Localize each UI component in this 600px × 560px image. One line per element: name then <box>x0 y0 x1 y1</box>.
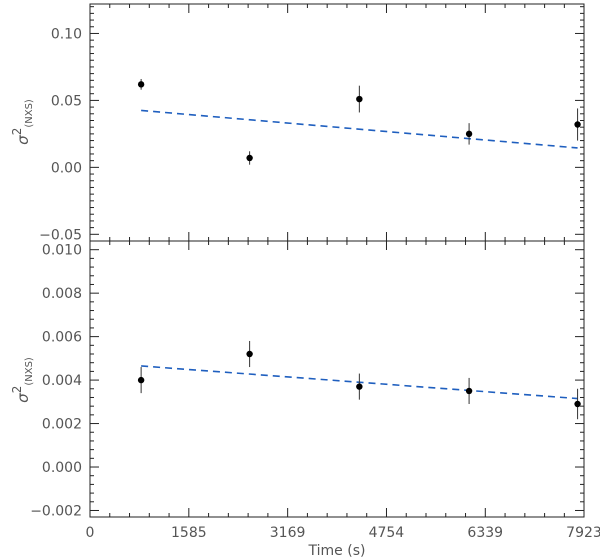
top-data-point <box>574 121 581 128</box>
top-data-point <box>137 81 145 88</box>
bottom-data-point <box>137 376 145 384</box>
bottom-y-tick-label: 0.000 <box>42 460 82 476</box>
bottom-data-points <box>137 340 581 420</box>
bottom-y-tick-label: 0.004 <box>42 373 82 389</box>
x-axis-title: Time (s) <box>308 543 366 559</box>
top-y-axis-title: σ2(NXS) <box>10 99 35 145</box>
top-y-tick-label: −0.05 <box>39 227 82 243</box>
top-data-point <box>246 154 253 162</box>
bottom-y-tick-label: 0.002 <box>42 417 82 433</box>
bottom-x-axis: 0 1585 3169 4754 6339 7923 <box>86 241 600 541</box>
bottom-y-tick-label: −0.002 <box>30 503 82 519</box>
x-tick-label: 4754 <box>369 525 405 541</box>
bottom-y-tick-label: 0.008 <box>42 286 82 302</box>
x-tick-label: 7923 <box>566 525 600 541</box>
top-y-tick-label: 0.10 <box>51 26 82 42</box>
bottom-data-point <box>246 350 253 358</box>
bottom-y-axis-title: σ2(NXS) <box>10 357 35 403</box>
top-data-points <box>137 78 581 165</box>
x-tick-label: 0 <box>86 525 95 541</box>
top-y-tick-label: 0.05 <box>51 93 82 109</box>
top-panel: −0.05 0.00 0.05 0.10 σ2(NXS) <box>10 3 585 243</box>
x-tick-label: 1585 <box>171 525 207 541</box>
bottom-y-axis: −0.002 0.000 0.002 0.004 0.006 0.008 0.010 <box>30 240 584 519</box>
top-fit-line <box>141 109 578 149</box>
bottom-panel: −0.002 0.000 0.002 0.004 0.006 0.008 0.010 0 15… <box>10 240 600 559</box>
top-fit-line-group <box>141 109 578 149</box>
top-data-point <box>356 95 363 103</box>
top-y-axis: −0.05 0.00 0.05 0.10 <box>39 6 584 243</box>
bottom-data-point <box>465 387 473 395</box>
bottom-y-tick-label: 0.006 <box>42 330 82 346</box>
bottom-data-point <box>574 400 581 408</box>
top-x-axis <box>89 4 565 241</box>
top-plot-frame <box>89 3 585 242</box>
top-y-tick-label: 0.00 <box>51 160 82 176</box>
bottom-plot-frame <box>89 240 585 518</box>
top-data-point <box>465 130 473 138</box>
x-tick-label: 3169 <box>270 525 306 541</box>
bottom-y-tick-label: 0.010 <box>42 243 82 259</box>
bottom-data-point <box>356 383 363 390</box>
x-tick-label: 6339 <box>467 525 503 541</box>
